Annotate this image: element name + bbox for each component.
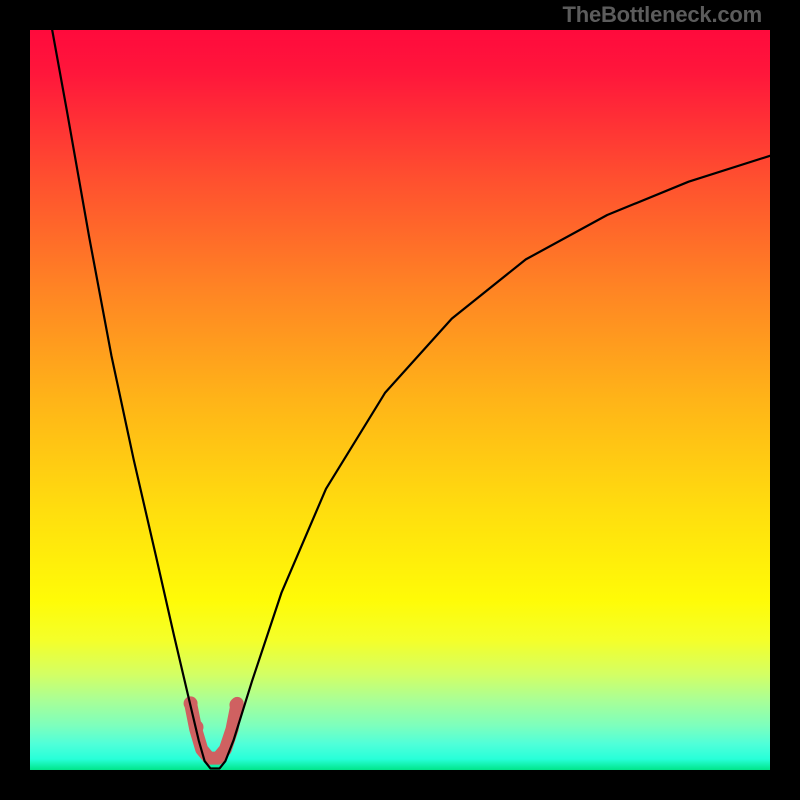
watermark-text: TheBottleneck.com	[562, 2, 762, 28]
curve-layer	[30, 30, 770, 770]
frame-bottom	[0, 770, 800, 800]
bottleneck-chart	[30, 30, 770, 770]
frame-left	[0, 0, 30, 800]
bottleneck-curve	[52, 30, 770, 769]
frame-right	[770, 0, 800, 800]
